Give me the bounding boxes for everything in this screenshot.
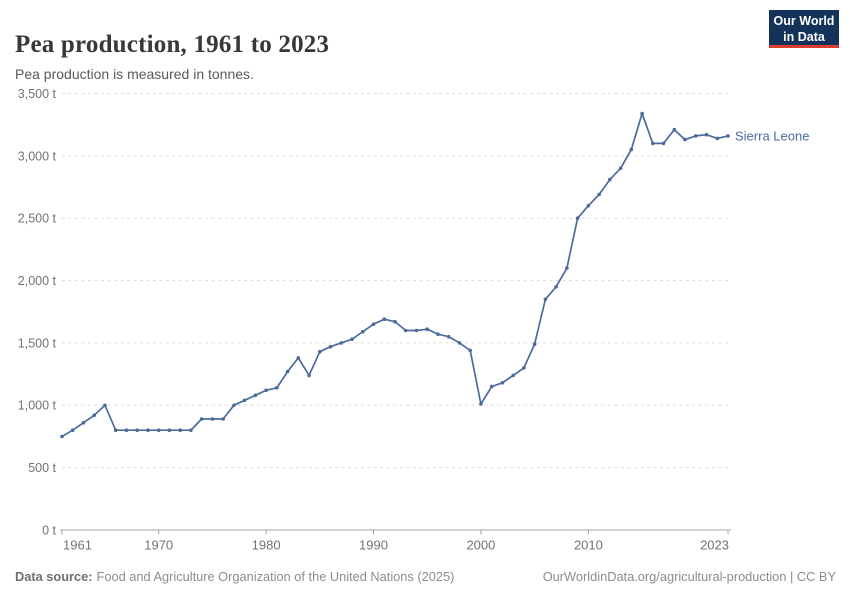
x-axis-tick-label: 1970 bbox=[144, 538, 173, 553]
y-axis-tick-label: 3,000 t bbox=[18, 149, 57, 163]
y-axis-tick-label: 1,000 t bbox=[18, 399, 57, 413]
data-point[interactable] bbox=[189, 428, 193, 433]
entity-label[interactable]: Sierra Leone bbox=[735, 128, 809, 143]
data-point[interactable] bbox=[296, 356, 301, 360]
data-point[interactable] bbox=[275, 386, 279, 390]
data-point[interactable] bbox=[543, 297, 548, 302]
data-point[interactable] bbox=[167, 428, 172, 433]
data-point[interactable] bbox=[156, 428, 161, 433]
data-point[interactable] bbox=[726, 134, 730, 138]
data-point[interactable] bbox=[124, 428, 129, 433]
data-point[interactable] bbox=[565, 266, 569, 270]
chart-subtitle: Pea production is measured in tonnes. bbox=[15, 66, 254, 82]
data-point[interactable] bbox=[361, 329, 365, 334]
axis-labels: 0 t 500 t 1,000 t 1,500 t 2,000 t 2,500 t 3,00… bbox=[18, 87, 729, 553]
y-axis-tick-label: 2,500 t bbox=[18, 212, 57, 226]
data-point[interactable] bbox=[694, 134, 698, 138]
data-point[interactable] bbox=[232, 403, 236, 408]
data-point[interactable] bbox=[468, 348, 473, 353]
x-axis-tick-label: 1961 bbox=[63, 538, 92, 553]
data-point[interactable] bbox=[618, 166, 623, 171]
x-axis bbox=[60, 529, 731, 535]
data-point[interactable] bbox=[253, 393, 258, 398]
data-point[interactable] bbox=[60, 434, 64, 439]
data-point[interactable] bbox=[457, 341, 462, 345]
data-point[interactable] bbox=[683, 137, 687, 142]
data-point[interactable] bbox=[704, 132, 709, 137]
x-axis-tick-label: 2000 bbox=[466, 538, 495, 553]
data-point[interactable] bbox=[640, 111, 644, 116]
data-point[interactable] bbox=[414, 328, 419, 333]
data-point[interactable] bbox=[221, 417, 225, 421]
data-point[interactable] bbox=[199, 417, 204, 421]
x-axis-tick-label: 1990 bbox=[359, 538, 388, 553]
data-point[interactable] bbox=[446, 334, 451, 339]
data-source-note: Data source: Food and Agriculture Organiz… bbox=[15, 569, 454, 584]
data-point[interactable] bbox=[318, 349, 322, 354]
data-point[interactable] bbox=[350, 337, 354, 342]
data-point[interactable] bbox=[522, 366, 526, 370]
owid-url-license-link[interactable]: OurWorldinData.org/agricultural-producti… bbox=[542, 569, 836, 584]
data-point[interactable] bbox=[661, 141, 666, 146]
data-point[interactable] bbox=[403, 328, 408, 333]
data-point[interactable] bbox=[586, 203, 591, 208]
y-gridlines bbox=[62, 93, 731, 469]
x-axis-tick-label: 2010 bbox=[574, 538, 603, 553]
data-point[interactable] bbox=[425, 327, 430, 332]
y-axis-tick-label: 3,500 t bbox=[18, 87, 57, 101]
data-point[interactable] bbox=[81, 420, 86, 425]
data-point[interactable] bbox=[135, 428, 139, 433]
data-point[interactable] bbox=[393, 319, 397, 324]
data-point[interactable] bbox=[532, 342, 537, 347]
data-point[interactable] bbox=[715, 136, 720, 141]
data-point[interactable] bbox=[489, 384, 494, 389]
data-point[interactable] bbox=[479, 402, 483, 406]
data-point[interactable] bbox=[70, 428, 75, 433]
data-point[interactable] bbox=[178, 428, 182, 433]
data-point[interactable] bbox=[328, 344, 333, 349]
data-point[interactable] bbox=[92, 413, 96, 418]
data-point[interactable] bbox=[575, 216, 580, 220]
data-source-text: Food and Agriculture Organization of the… bbox=[96, 569, 455, 584]
data-series[interactable]: Sierra Leone bbox=[60, 111, 809, 439]
x-axis-tick-label: 2023 bbox=[700, 538, 729, 553]
data-point[interactable] bbox=[608, 177, 612, 182]
data-point[interactable] bbox=[651, 141, 655, 146]
data-point[interactable] bbox=[103, 403, 107, 408]
owid-logo[interactable]: Our World in Data bbox=[769, 10, 839, 48]
data-point[interactable] bbox=[264, 388, 268, 393]
data-source-label: Data source: bbox=[15, 569, 93, 584]
data-point[interactable] bbox=[113, 428, 118, 433]
data-point[interactable] bbox=[382, 317, 387, 322]
sierra-leone-line[interactable] bbox=[61, 112, 729, 438]
data-point[interactable] bbox=[597, 192, 601, 197]
data-point[interactable] bbox=[146, 428, 150, 433]
data-point[interactable] bbox=[500, 381, 505, 385]
data-point[interactable] bbox=[285, 369, 290, 374]
page-title: Pea production, 1961 to 2023 bbox=[15, 30, 330, 58]
y-axis-tick-label: 500 t bbox=[28, 461, 56, 475]
owid-logo-line1: Our World bbox=[773, 14, 835, 28]
y-axis-tick-label: 1,500 t bbox=[18, 336, 57, 350]
data-point[interactable] bbox=[339, 341, 344, 345]
data-point[interactable] bbox=[511, 373, 515, 378]
chart-footer: Data source: Food and Agriculture Organiz… bbox=[15, 569, 836, 584]
data-point[interactable] bbox=[307, 373, 311, 378]
data-point[interactable] bbox=[210, 417, 215, 421]
data-point[interactable] bbox=[371, 322, 376, 327]
data-point[interactable] bbox=[554, 285, 558, 289]
data-point[interactable] bbox=[242, 398, 247, 403]
data-point[interactable] bbox=[436, 332, 440, 337]
data-point[interactable] bbox=[629, 147, 634, 152]
owid-logo-line2: in Data bbox=[783, 30, 825, 45]
y-axis-tick-label: 0 t bbox=[42, 523, 56, 537]
x-axis-tick-label: 1980 bbox=[252, 538, 281, 553]
y-axis-tick-label: 2,000 t bbox=[18, 274, 57, 288]
data-point[interactable] bbox=[672, 127, 677, 132]
